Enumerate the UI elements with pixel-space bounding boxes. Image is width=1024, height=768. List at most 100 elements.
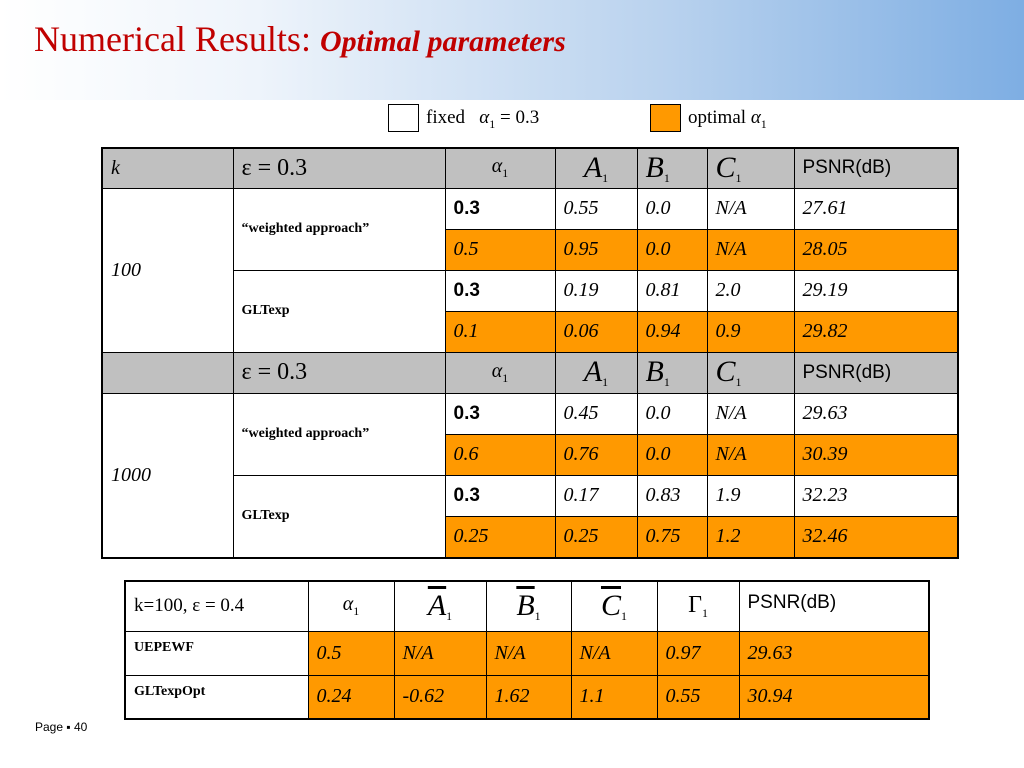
table-row: 0.1 0.06 0.94 0.9 29.82 — [102, 310, 959, 353]
alpha-cell: 0.6 — [444, 433, 556, 476]
header-psnr: PSNR(dB) — [738, 580, 930, 632]
c-cell: N/A — [706, 228, 795, 271]
table-row: 1000 “weighted approach” 0.3 0.45 0.0 N/… — [101, 392, 959, 559]
header-b-bar: B1 — [485, 580, 572, 632]
b-cell: 0.0 — [636, 187, 708, 230]
table-row: GLTexp 0.3 0.19 0.81 2.0 29.19 — [102, 269, 959, 353]
psnr-cell: 29.82 — [793, 310, 959, 353]
gamma-cell: 0.97 — [656, 630, 740, 676]
title-banner — [0, 0, 1024, 100]
subheader-blank — [101, 351, 234, 394]
psnr-cell: 29.19 — [793, 269, 959, 312]
results-table-optimal: k=100, ε = 0.4 α1 A1 B1 C1 Γ1 PSNR(dB) U… — [124, 580, 930, 720]
subheader-b: B1 — [636, 351, 708, 394]
k-value-cell: 1000 — [101, 392, 234, 559]
page-number: Page ▪ 40 — [35, 720, 88, 734]
table-header-row: k ε = 0.3 α1 A1 B1 C1 PSNR(dB) — [101, 147, 959, 189]
method-cell: GLTexpOpt — [124, 674, 309, 720]
a-cell: 0.17 — [554, 474, 638, 517]
alpha-cell: 0.5 — [307, 630, 395, 676]
psnr-cell: 29.63 — [793, 392, 959, 435]
subheader-epsilon: ε = 0.3 — [232, 351, 446, 394]
subheader-psnr: PSNR(dB) — [793, 351, 959, 394]
psnr-cell: 28.05 — [793, 228, 959, 271]
b-cell: 0.0 — [636, 228, 708, 271]
title-main: Numerical Results: — [34, 19, 311, 59]
table-row: UEPEWF 0.5 N/A N/A N/A 0.97 29.63 — [124, 630, 930, 676]
header-alpha: α1 — [444, 147, 556, 189]
table-row: 0.25 0.25 0.75 1.2 32.46 — [102, 515, 959, 559]
alpha-cell: 0.3 — [444, 187, 556, 230]
b-cell: N/A — [485, 630, 572, 676]
header-psnr: PSNR(dB) — [793, 147, 959, 189]
b-cell: 0.75 — [636, 515, 708, 559]
header-c: C1 — [706, 147, 795, 189]
results-table-main: k ε = 0.3 α1 A1 B1 C1 PSNR(dB) 100 “weig… — [101, 147, 959, 559]
c-cell: 1.9 — [706, 474, 795, 517]
alpha-cell: 0.1 — [444, 310, 556, 353]
table-row: 0.6 0.76 0.0 N/A 30.39 — [102, 433, 959, 476]
c-cell: 2.0 — [706, 269, 795, 312]
alpha-cell: 0.5 — [444, 228, 556, 271]
psnr-cell: 30.94 — [738, 674, 930, 720]
header-a-bar: A1 — [393, 580, 487, 632]
table-subheader-row: ε = 0.3 α1 A1 B1 C1 PSNR(dB) — [101, 351, 959, 394]
b-cell: 1.62 — [485, 674, 572, 720]
header-c-bar: C1 — [570, 580, 658, 632]
c-cell: 1.2 — [706, 515, 795, 559]
subheader-alpha: α1 — [444, 351, 556, 394]
psnr-cell: 32.46 — [793, 515, 959, 559]
method-cell: “weighted approach” — [232, 187, 446, 271]
b-cell: 0.0 — [636, 433, 708, 476]
legend-optimal-swatch — [650, 104, 681, 132]
legend-fixed-label: fixed α1 = 0.3 — [426, 107, 540, 131]
legend-optimal-label: optimal α1 — [688, 107, 767, 131]
header-k: k — [101, 147, 234, 189]
a-cell: N/A — [393, 630, 487, 676]
table2-header-row: k=100, ε = 0.4 α1 A1 B1 C1 Γ1 PSNR(dB) — [124, 580, 930, 632]
header-gamma: Γ1 — [656, 580, 740, 632]
psnr-cell: 27.61 — [793, 187, 959, 230]
header-alpha: α1 — [307, 580, 395, 632]
alpha-cell: 0.3 — [444, 269, 556, 312]
legend-fixed-swatch — [388, 104, 419, 132]
alpha-cell: 0.3 — [444, 392, 556, 435]
a-cell: 0.25 — [554, 515, 638, 559]
psnr-cell: 29.63 — [738, 630, 930, 676]
b-cell: 0.83 — [636, 474, 708, 517]
b-cell: 0.81 — [636, 269, 708, 312]
subheader-a: A1 — [554, 351, 638, 394]
legend: fixed α1 = 0.3 optimal α1 — [388, 104, 828, 132]
a-cell: 0.19 — [554, 269, 638, 312]
k-value-cell: 100 — [101, 187, 234, 353]
c-cell: N/A — [570, 630, 658, 676]
slide-title: Numerical Results: Optimal parameters — [34, 18, 566, 60]
b-cell: 0.0 — [636, 392, 708, 435]
a-cell: 0.45 — [554, 392, 638, 435]
gamma-cell: 0.55 — [656, 674, 740, 720]
alpha-cell: 0.25 — [444, 515, 556, 559]
b-cell: 0.94 — [636, 310, 708, 353]
c-cell: N/A — [706, 433, 795, 476]
header-b: B1 — [636, 147, 708, 189]
method-cell: UEPEWF — [124, 630, 309, 676]
method-cell: GLTexp — [232, 269, 446, 353]
c-cell: 0.9 — [706, 310, 795, 353]
method-cell: GLTexp — [232, 474, 446, 559]
header-a: A1 — [554, 147, 638, 189]
method-cell: “weighted approach” — [232, 392, 446, 476]
a-cell: 0.06 — [554, 310, 638, 353]
a-cell: 0.55 — [554, 187, 638, 230]
subheader-c: C1 — [706, 351, 795, 394]
header-k-epsilon: k=100, ε = 0.4 — [124, 580, 309, 632]
header-epsilon: ε = 0.3 — [232, 147, 446, 189]
psnr-cell: 30.39 — [793, 433, 959, 476]
a-cell: -0.62 — [393, 674, 487, 720]
c-cell: N/A — [706, 187, 795, 230]
alpha-cell: 0.24 — [307, 674, 395, 720]
psnr-cell: 32.23 — [793, 474, 959, 517]
table-row: 100 “weighted approach” 0.3 0.55 0.0 N/A… — [101, 187, 959, 353]
c-cell: N/A — [706, 392, 795, 435]
table-row: GLTexpOpt 0.24 -0.62 1.62 1.1 0.55 30.94 — [124, 674, 930, 720]
a-cell: 0.95 — [554, 228, 638, 271]
